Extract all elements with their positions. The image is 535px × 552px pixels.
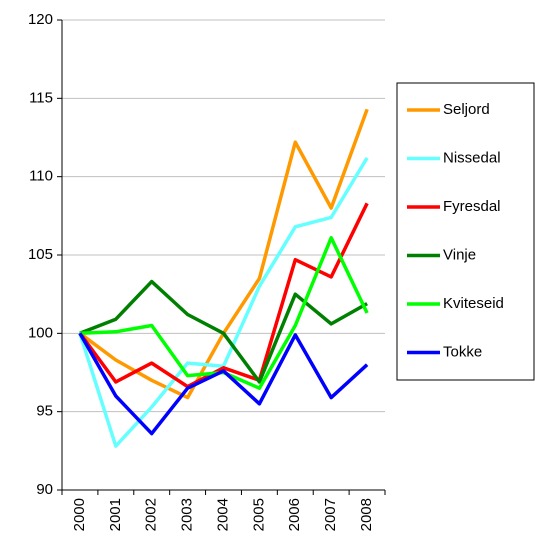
y-tick-label: 95 (36, 403, 53, 420)
x-tick-label: 2008 (358, 498, 375, 531)
y-tick-label: 115 (29, 89, 53, 106)
y-tick-label: 110 (29, 168, 53, 185)
legend-label: Fyresdal (443, 198, 501, 215)
legend-label: Nissedal (443, 149, 501, 166)
legend-label: Vinje (443, 246, 476, 263)
y-tick-label: 100 (28, 324, 53, 341)
legend-box (396, 82, 535, 381)
x-tick-label: 2003 (179, 498, 196, 531)
x-tick-label: 2005 (250, 498, 267, 531)
x-tick-label: 2006 (286, 498, 303, 531)
x-tick-label: 2002 (143, 498, 160, 531)
series-line (78, 202, 369, 389)
x-tick-label: 2001 (107, 498, 124, 531)
x-tick-label: 2004 (214, 498, 231, 531)
x-tick-label: 2000 (71, 498, 88, 531)
x-tick-label: 2007 (322, 498, 339, 531)
legend-label: Seljord (443, 101, 490, 118)
y-tick-label: 105 (28, 246, 53, 263)
series-line (78, 332, 369, 436)
y-tick-label: 90 (36, 481, 53, 498)
y-tick-label: 120 (28, 11, 53, 28)
legend-label: Kviteseid (443, 295, 504, 312)
series-line (79, 279, 368, 384)
legend-label: Tokke (443, 343, 482, 360)
